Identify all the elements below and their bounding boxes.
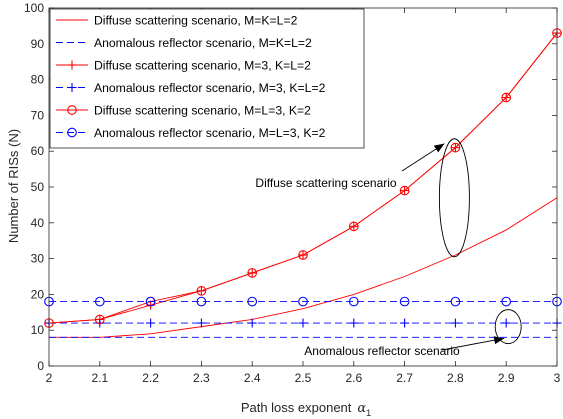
series-layer [44, 28, 562, 338]
series-4-point [298, 318, 308, 328]
series-5 [44, 28, 562, 328]
x-tick-label: 2 [46, 371, 53, 385]
y-tick-label: 20 [31, 287, 45, 301]
legend-label: Diffuse scattering scenario, M=K=L=2 [94, 13, 298, 27]
series-6-point [247, 296, 258, 307]
x-axis-label: Path loss exponent α1 [241, 400, 371, 418]
x-tick-label: 2.3 [193, 371, 210, 385]
series-5-point [196, 285, 207, 296]
x-axis-label-subscript: 1 [366, 408, 371, 418]
y-tick-label: 0 [37, 359, 44, 373]
series-6-point [94, 296, 105, 307]
legend-entry: Anomalous reflector scenario, M=3, K=L=2 [56, 81, 326, 95]
series-6-point [298, 296, 308, 307]
legend-label: Anomalous reflector scenario, M=K=L=2 [94, 36, 312, 50]
legend-entry: Diffuse scattering scenario, M=K=L=2 [56, 13, 298, 27]
series-6-point [196, 296, 207, 307]
x-tick-label: 2.4 [244, 371, 261, 385]
series-6-point [145, 296, 156, 307]
x-tick-label: 2.7 [396, 371, 413, 385]
series-6-point [399, 296, 410, 307]
y-tick-label: 100 [24, 1, 44, 15]
series-5-point [298, 250, 308, 260]
y-tick-label: 70 [31, 108, 45, 122]
series-6-point [501, 296, 512, 307]
series-6 [44, 296, 562, 307]
series-5-point [501, 92, 512, 103]
legend-entry: Diffuse scattering scenario, M=L=3, K=2 [56, 103, 311, 117]
legend-label: Anomalous reflector scenario, M=3, K=L=2 [94, 81, 326, 95]
y-tick-label: 60 [31, 144, 45, 158]
legend-marker [67, 127, 77, 138]
anomalous-annotation-label: Anomalous reflector scenario [304, 344, 460, 358]
series-4-point [450, 318, 460, 328]
x-tick-label: 2.8 [447, 371, 464, 385]
series-5-point [247, 268, 258, 278]
series-5-line [48, 32, 558, 324]
y-axis-label: Number of RISs (N) [6, 129, 21, 243]
legend-entry: Anomalous reflector scenario, M=L=3, K=2 [56, 126, 326, 140]
series-1 [49, 197, 558, 338]
series-5-point [94, 314, 105, 325]
legend-box [49, 8, 365, 149]
y-tick-label: 30 [31, 252, 45, 266]
axes: 2 2.1 2.2 2.3 2.4 2.5 2.6 2.7 2.8 2.9 301020304050… [24, 1, 561, 385]
series-6-point [348, 296, 359, 307]
y-tick-label: 10 [31, 323, 45, 337]
y-tick-label: 50 [31, 180, 45, 194]
legend-marker [67, 105, 77, 115]
legend: Diffuse scattering scenario, M=K=L=2 Anom… [49, 8, 365, 149]
x-tick-label: 2.1 [91, 371, 108, 385]
y-tick-label: 90 [31, 37, 45, 51]
x-axis-label-symbol: α [357, 401, 366, 416]
series-4-point [501, 318, 511, 328]
x-tick-label: 2.9 [498, 371, 515, 385]
legend-label: Diffuse scattering scenario, M=3, K=L=2 [94, 58, 311, 72]
legend-marker [67, 60, 77, 70]
series-4-point [146, 318, 156, 328]
x-tick-label: 3 [554, 371, 561, 385]
diffuse-annotation-label: Diffuse scattering scenario [255, 176, 397, 190]
series-6-point [450, 296, 461, 307]
y-tick-label: 40 [31, 216, 45, 230]
legend-label: Diffuse scattering scenario, M=L=3, K=2 [94, 103, 311, 117]
legend-entry: Diffuse scattering scenario, M=3, K=L=2 [56, 58, 311, 72]
anomalous-annotation-arrow [441, 336, 505, 351]
series-5-point [450, 142, 461, 153]
x-tick-label: 2.6 [345, 371, 362, 385]
series-4-point [349, 318, 359, 328]
series-5-point [399, 185, 410, 196]
diffuse-annotation-ellipse [438, 138, 470, 258]
series-5-point [348, 221, 359, 232]
series-1-line [49, 197, 558, 338]
annotation-layer: Diffuse scattering scenario Anomalous ref… [255, 138, 522, 358]
legend-marker [67, 83, 77, 92]
y-tick-label: 80 [31, 73, 45, 87]
x-tick-label: 2.5 [295, 371, 312, 385]
legend-label: Anomalous reflector scenario, M=L=3, K=2 [94, 126, 326, 140]
x-axis-label-text: Path loss exponent [241, 400, 352, 415]
series-4-point [247, 318, 257, 328]
diffuse-annotation-arrow [401, 143, 445, 172]
anomalous-annotation-ellipse [494, 309, 522, 345]
legend-entry: Anomalous reflector scenario, M=K=L=2 [56, 36, 312, 50]
series-4-point [196, 318, 206, 328]
series-4-point [400, 318, 410, 328]
x-tick-label: 2.2 [142, 371, 159, 385]
